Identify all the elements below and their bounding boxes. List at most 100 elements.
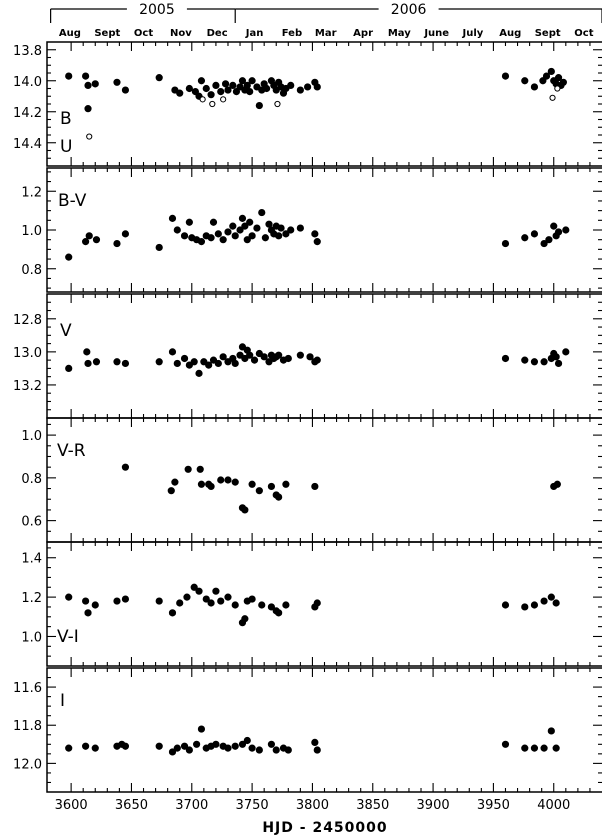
data-point-v (168, 348, 177, 356)
y-tick-label: 1.0 (21, 429, 42, 444)
data-point-b (221, 80, 230, 88)
data-point-b (155, 74, 163, 82)
data-point-i (173, 744, 181, 752)
data-point-bv (530, 230, 539, 238)
month-label: Oct (574, 28, 593, 39)
data-point-bv (229, 222, 237, 230)
data-point-v (255, 349, 263, 358)
data-point-vr (196, 465, 204, 473)
y-tick-label: 0.8 (21, 472, 42, 487)
data-point-v (562, 348, 570, 356)
data-point-b (243, 81, 251, 90)
data-point-b (262, 84, 271, 93)
y-tick-label: 1.4 (21, 552, 42, 567)
data-point-b (248, 77, 256, 85)
data-point-bv (243, 236, 251, 244)
panel-label: V-I (57, 627, 79, 647)
month-label: Sept (535, 28, 561, 39)
panel-label: V (60, 321, 72, 341)
data-point-b (197, 77, 206, 85)
x-tick-label: 3950 (477, 798, 510, 813)
data-point-vi (155, 597, 163, 605)
data-point-i (255, 746, 263, 754)
data-point-vr (267, 482, 276, 491)
y-tick-label: 1.2 (21, 591, 42, 606)
data-point-vi (282, 601, 290, 609)
y-tick-label: 11.8 (13, 719, 42, 734)
data-point-bv (296, 224, 304, 232)
data-point-b (84, 105, 92, 113)
data-point-b (313, 83, 321, 91)
x-tick-label: 3900 (417, 798, 450, 813)
y-tick-label: 13.2 (13, 379, 42, 394)
data-point-u (199, 96, 206, 103)
data-point-u (220, 96, 227, 103)
data-point-bv (168, 214, 177, 222)
data-point-b (212, 81, 220, 90)
data-point-i (65, 744, 73, 752)
data-point-i (311, 738, 319, 747)
data-point-bv (185, 218, 193, 226)
data-point-v (521, 356, 529, 364)
data-point-v (180, 354, 189, 363)
data-point-bv (545, 236, 553, 244)
data-point-vi (521, 603, 529, 611)
data-point-vi (275, 609, 283, 617)
data-point-bv (214, 230, 222, 238)
data-point-u (274, 100, 281, 108)
data-point-vi (212, 587, 220, 595)
data-point-v (306, 353, 314, 361)
x-tick-label: 3850 (356, 798, 389, 813)
data-point-vi (91, 601, 99, 609)
data-point-v (219, 353, 227, 361)
month-label: Aug (59, 28, 81, 39)
data-point-b (84, 81, 92, 90)
data-point-v (236, 351, 244, 359)
data-point-v (501, 354, 510, 363)
data-point-vi (552, 599, 560, 607)
data-point-i (82, 742, 90, 750)
month-label: Oct (134, 28, 153, 39)
month-label: Nov (170, 28, 192, 39)
data-point-vi (530, 601, 539, 609)
x-axis-label: HJD - 2450000 (262, 820, 387, 836)
data-point-bv (313, 238, 321, 246)
data-point-i (547, 727, 555, 735)
data-point-bv (261, 234, 269, 242)
data-point-v (250, 356, 259, 364)
panel-frame (46, 667, 602, 793)
data-point-v (238, 343, 247, 351)
data-point-i (272, 746, 280, 754)
data-point-i (193, 740, 201, 748)
panel-frame (46, 41, 602, 167)
data-point-v (84, 359, 92, 368)
data-point-v (214, 359, 222, 368)
data-point-i (197, 725, 206, 733)
data-point-v (554, 359, 563, 368)
panel-b: 13.8 14.0 14.2 14.4 BU (13, 41, 602, 167)
data-point-i (243, 736, 251, 745)
data-point-bv (265, 220, 273, 228)
data-point-vi (190, 583, 198, 591)
data-point-vi (65, 593, 73, 601)
data-point-i (530, 744, 539, 752)
data-point-vr (241, 506, 249, 514)
month-label: Feb (282, 28, 302, 39)
data-point-bv (85, 232, 93, 240)
x-tick-label: 3800 (296, 798, 329, 813)
data-point-i (212, 740, 220, 748)
data-point-v (209, 356, 218, 364)
data-point-v (224, 358, 232, 366)
data-point-bv (550, 222, 558, 230)
data-point-v (173, 359, 181, 368)
data-point-vr (207, 482, 215, 491)
data-point-i (521, 744, 529, 752)
data-point-v (155, 358, 163, 366)
data-point-v (552, 353, 560, 361)
month-label: Jan (245, 28, 264, 39)
data-point-bv (540, 239, 548, 248)
panel-label: U (60, 137, 72, 157)
data-point-vr (167, 487, 175, 495)
data-point-i (552, 744, 560, 752)
panel-vi: 1.0 1.2 1.4 V-I (21, 541, 602, 667)
